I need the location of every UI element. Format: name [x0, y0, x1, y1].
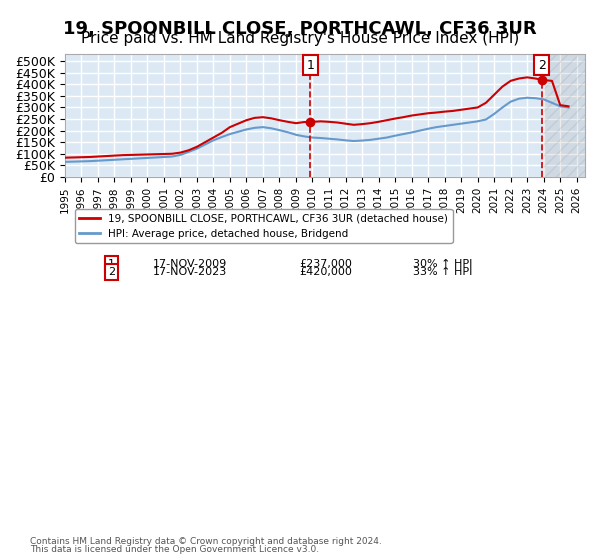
Text: 19, SPOONBILL CLOSE, PORTHCAWL, CF36 3UR: 19, SPOONBILL CLOSE, PORTHCAWL, CF36 3UR	[63, 20, 537, 38]
Text: 17-NOV-2009: 17-NOV-2009	[153, 259, 227, 269]
Text: Price paid vs. HM Land Registry's House Price Index (HPI): Price paid vs. HM Land Registry's House …	[81, 31, 519, 46]
Text: This data is licensed under the Open Government Licence v3.0.: This data is licensed under the Open Gov…	[30, 545, 319, 554]
Text: 2: 2	[538, 59, 545, 72]
Text: Contains HM Land Registry data © Crown copyright and database right 2024.: Contains HM Land Registry data © Crown c…	[30, 537, 382, 546]
Bar	[544, 54, 585, 177]
Text: 17-NOV-2023: 17-NOV-2023	[153, 267, 227, 277]
Text: 33% ↑ HPI: 33% ↑ HPI	[413, 267, 473, 277]
Text: £420,000: £420,000	[299, 267, 352, 277]
Text: 30% ↑ HPI: 30% ↑ HPI	[413, 259, 473, 269]
Text: 1: 1	[307, 59, 314, 72]
Text: 1: 1	[108, 259, 115, 269]
Text: 2: 2	[108, 267, 115, 277]
Legend: 19, SPOONBILL CLOSE, PORTHCAWL, CF36 3UR (detached house), HPI: Average price, d: 19, SPOONBILL CLOSE, PORTHCAWL, CF36 3UR…	[75, 209, 452, 243]
Text: £237,000: £237,000	[299, 259, 352, 269]
